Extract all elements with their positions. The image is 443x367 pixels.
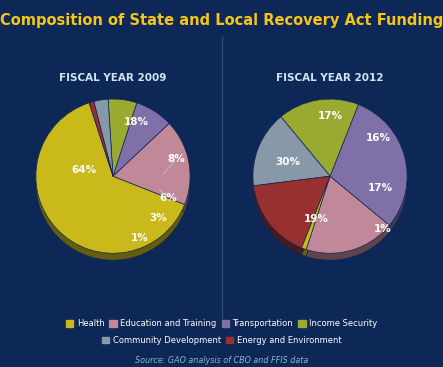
Wedge shape: [253, 176, 330, 248]
Wedge shape: [113, 103, 169, 176]
Wedge shape: [302, 183, 330, 257]
Text: 18%: 18%: [124, 117, 148, 127]
Wedge shape: [330, 112, 407, 232]
Wedge shape: [281, 99, 358, 176]
Wedge shape: [89, 101, 113, 176]
Wedge shape: [108, 99, 137, 176]
Legend: Health, Education and Training, Transportation, Income Security: Health, Education and Training, Transpor…: [62, 316, 381, 332]
Wedge shape: [253, 117, 330, 186]
Wedge shape: [36, 103, 185, 253]
Text: 16%: 16%: [365, 132, 390, 143]
Wedge shape: [306, 176, 389, 253]
Text: 3%: 3%: [149, 213, 167, 223]
Text: 6%: 6%: [159, 193, 177, 203]
Text: 64%: 64%: [71, 165, 96, 175]
Wedge shape: [94, 99, 113, 176]
Wedge shape: [113, 130, 190, 211]
Text: 1%: 1%: [131, 233, 149, 243]
Wedge shape: [302, 176, 330, 250]
Wedge shape: [330, 105, 407, 225]
Wedge shape: [113, 110, 169, 183]
Text: 8%: 8%: [167, 154, 185, 164]
Wedge shape: [113, 123, 190, 204]
Wedge shape: [36, 110, 185, 260]
Text: 17%: 17%: [318, 111, 342, 121]
Title: FISCAL YEAR 2012: FISCAL YEAR 2012: [276, 73, 384, 83]
Wedge shape: [253, 183, 330, 255]
Wedge shape: [306, 183, 389, 260]
Wedge shape: [281, 106, 358, 183]
Wedge shape: [89, 108, 113, 183]
Text: 30%: 30%: [275, 157, 300, 167]
Legend: Community Development, Energy and Environment: Community Development, Energy and Enviro…: [98, 333, 345, 348]
Wedge shape: [253, 124, 330, 193]
Text: 17%: 17%: [368, 183, 393, 193]
Text: 1%: 1%: [373, 224, 391, 234]
Wedge shape: [108, 106, 137, 183]
Text: Composition of State and Local Recovery Act Funding: Composition of State and Local Recovery …: [0, 13, 443, 28]
Wedge shape: [94, 106, 113, 183]
Text: Source: GAO analysis of CBO and FFIS data: Source: GAO analysis of CBO and FFIS dat…: [135, 356, 308, 365]
Text: 19%: 19%: [304, 214, 329, 224]
Title: FISCAL YEAR 2009: FISCAL YEAR 2009: [59, 73, 167, 83]
